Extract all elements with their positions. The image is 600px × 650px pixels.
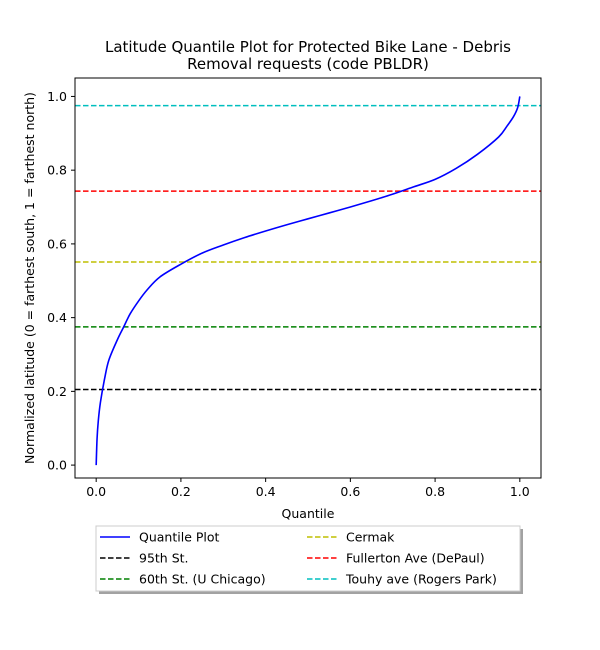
x-axis-label: Quantile: [282, 506, 335, 521]
x-axis-ticks: 0.0 0.2 0.4 0.6 0.8 1.0: [86, 478, 530, 499]
legend-items: Quantile Plot 95th St. 60th St. (U Chicago…: [100, 530, 497, 587]
x-tick-label: 0.8: [425, 484, 445, 499]
legend-label: Fullerton Ave (DePaul): [346, 551, 485, 566]
y-tick-label: 1.0: [47, 89, 67, 104]
x-tick-label: 1.0: [510, 484, 530, 499]
legend-label: 95th St.: [139, 551, 189, 566]
legend-item-touhy-ave-rogers-park: Touhy ave (Rogers Park): [307, 572, 497, 587]
y-axis-ticks: 0.0 0.2 0.4 0.6 0.8 1.0: [47, 89, 75, 473]
y-axis-label: Normalized latitude (0 = farthest south,…: [22, 92, 37, 464]
legend-item-quantile-plot: Quantile Plot: [100, 530, 220, 545]
legend: Quantile Plot 95th St. 60th St. (U Chicago…: [95, 525, 523, 594]
x-tick-label: 0.4: [256, 484, 276, 499]
legend-item-cermak: Cermak: [307, 530, 395, 545]
chart-title-line-2: Removal requests (code PBLDR): [187, 55, 429, 73]
chart-title-line-1: Latitude Quantile Plot for Protected Bik…: [105, 38, 511, 56]
y-tick-label: 0.0: [47, 458, 67, 473]
legend-item-fullerton-ave-depaul: Fullerton Ave (DePaul): [307, 551, 485, 566]
legend-item-60th-st-u-chicago: 60th St. (U Chicago): [100, 572, 266, 587]
legend-label: Quantile Plot: [139, 530, 220, 545]
legend-label: 60th St. (U Chicago): [139, 572, 266, 587]
y-tick-label: 0.4: [47, 310, 67, 325]
y-tick-label: 0.8: [47, 163, 67, 178]
plot-frame: [74, 77, 542, 479]
legend-item-95th-st: 95th St.: [100, 551, 189, 566]
reference-lines: [75, 104, 541, 391]
legend-label: Cermak: [346, 530, 395, 545]
x-tick-label: 0.0: [86, 484, 106, 499]
x-tick-label: 0.2: [171, 484, 191, 499]
series-line-quantile-plot: [95, 96, 521, 466]
series-layer: [95, 96, 521, 466]
y-tick-label: 0.6: [47, 236, 67, 251]
legend-label: Touhy ave (Rogers Park): [345, 572, 497, 587]
y-tick-label: 0.2: [47, 384, 67, 399]
x-tick-label: 0.6: [340, 484, 360, 499]
